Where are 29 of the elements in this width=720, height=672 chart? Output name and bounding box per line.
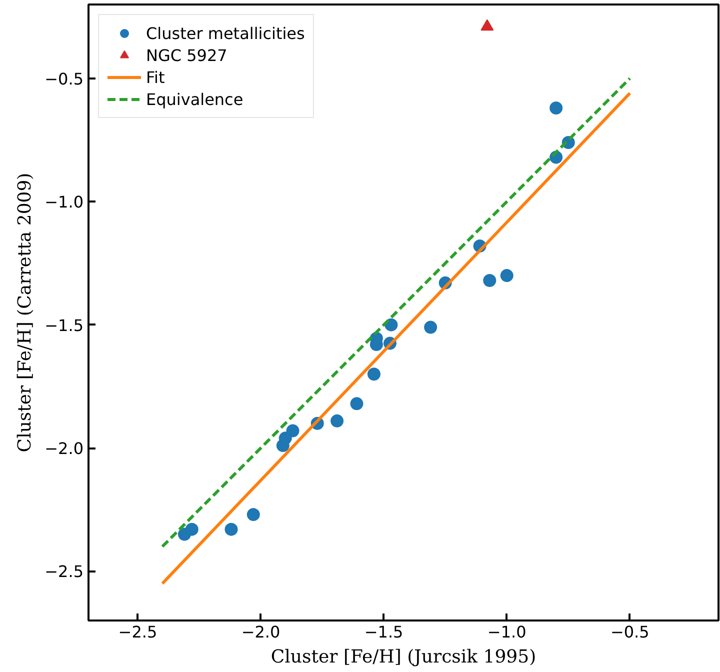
point bbox=[246, 508, 260, 522]
legend-label: NGC 5927 bbox=[146, 46, 228, 64]
y-tick-label: −1.0 bbox=[44, 192, 84, 212]
x-tick-label: −0.5 bbox=[610, 622, 650, 642]
point bbox=[286, 424, 300, 438]
point bbox=[350, 397, 364, 410]
point bbox=[278, 432, 292, 445]
legend-label: Fit bbox=[146, 68, 166, 86]
point bbox=[550, 102, 563, 114]
point bbox=[424, 320, 438, 334]
y-tick-label: −1.5 bbox=[44, 316, 84, 335]
x-axis-title: Cluster [Fe/H] (Jurcsik 1995) bbox=[270, 646, 536, 668]
x-tick-label: −1.5 bbox=[364, 622, 404, 642]
legend-label: Cluster metallicities bbox=[146, 24, 305, 42]
point bbox=[483, 274, 496, 287]
x-tick-label: −2.0 bbox=[241, 622, 280, 642]
point bbox=[330, 414, 344, 428]
legend-label: Equivalence bbox=[146, 90, 244, 108]
y-tick-label: −0.5 bbox=[44, 69, 84, 88]
point bbox=[185, 522, 198, 536]
x-tick-label: −2.5 bbox=[118, 622, 158, 642]
y-tick-label: −2.5 bbox=[44, 562, 84, 582]
point bbox=[500, 269, 514, 282]
y-tick-label: −2.0 bbox=[44, 439, 84, 458]
point bbox=[367, 368, 380, 381]
point bbox=[480, 19, 494, 31]
x-tick-label: −1.0 bbox=[487, 622, 526, 642]
point bbox=[224, 522, 238, 536]
y-axis-title: Cluster [Fe/H] (Carretta 2009) bbox=[14, 172, 36, 452]
